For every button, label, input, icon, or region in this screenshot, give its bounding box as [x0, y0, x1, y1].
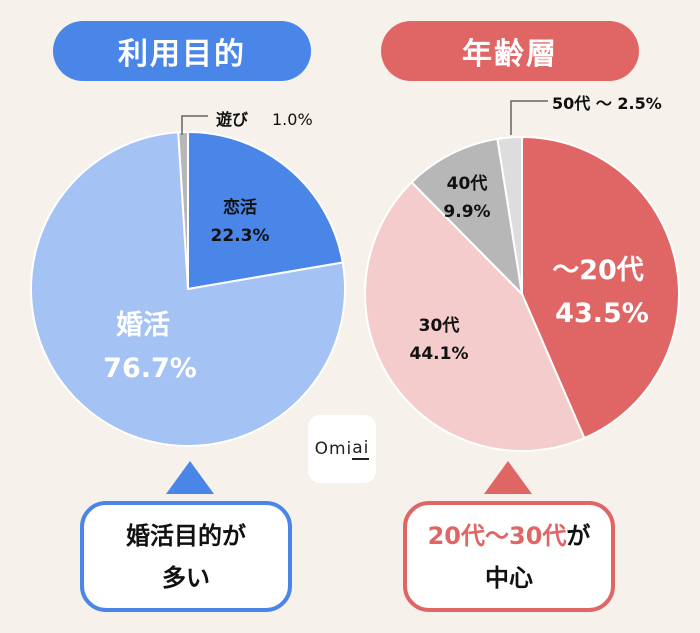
pointer-right-triangle	[484, 461, 532, 494]
leader-line-50s	[510, 100, 548, 135]
slice-value-40s: 9.9%	[443, 202, 490, 222]
purpose-pie	[30, 130, 346, 447]
callout-purpose-line2: 多い	[162, 563, 210, 592]
slice-label-koikatsu: 恋活	[223, 197, 257, 218]
slice-under20s	[521, 135, 680, 440]
slice-50s	[496, 135, 523, 295]
slice-koikatsu	[187, 130, 344, 291]
slice-label-play: 遊び	[216, 110, 249, 129]
leader-line-play	[181, 115, 208, 135]
logo-text-underlined: ai	[352, 438, 370, 460]
pointer-left-triangle	[166, 461, 214, 494]
slice-label-konkatsu: 婚活	[116, 310, 170, 341]
slice-value-play: 1.0%	[272, 110, 313, 129]
slice-value-koikatsu: 22.3%	[211, 226, 270, 246]
slice-40s	[410, 137, 524, 297]
slice-konkatsu	[30, 131, 346, 447]
slice-30s	[363, 180, 586, 452]
callout-age-line1: 20代～30代が	[428, 515, 591, 557]
age-header: 年齢層	[381, 21, 639, 81]
callout-age-rest: が	[566, 521, 591, 550]
slice-value-under20s: 43.5%	[555, 298, 649, 329]
callout-purpose-line1: 婚活目的が	[126, 521, 246, 550]
callout-age: 20代～30代が 中心	[403, 501, 615, 612]
slice-value-30s: 44.1%	[410, 344, 469, 364]
logo-text: Omi	[314, 439, 353, 459]
slice-label-50s: 50代 ～ 2.5%	[552, 94, 662, 113]
slice-value-konkatsu: 76.7%	[103, 353, 197, 384]
purpose-header: 利用目的	[53, 21, 311, 81]
slice-label-40s: 40代	[447, 173, 488, 194]
slice-label-under20s: ～20代	[552, 255, 644, 286]
callout-purpose: 婚活目的が 多い	[80, 501, 292, 612]
callout-age-line2: 中心	[485, 563, 533, 592]
omiai-logo: Omi ai	[308, 415, 376, 483]
slice-label-30s: 30代	[419, 315, 460, 336]
callout-age-highlight: 20代～30代	[427, 521, 567, 550]
age-pie	[363, 135, 680, 452]
